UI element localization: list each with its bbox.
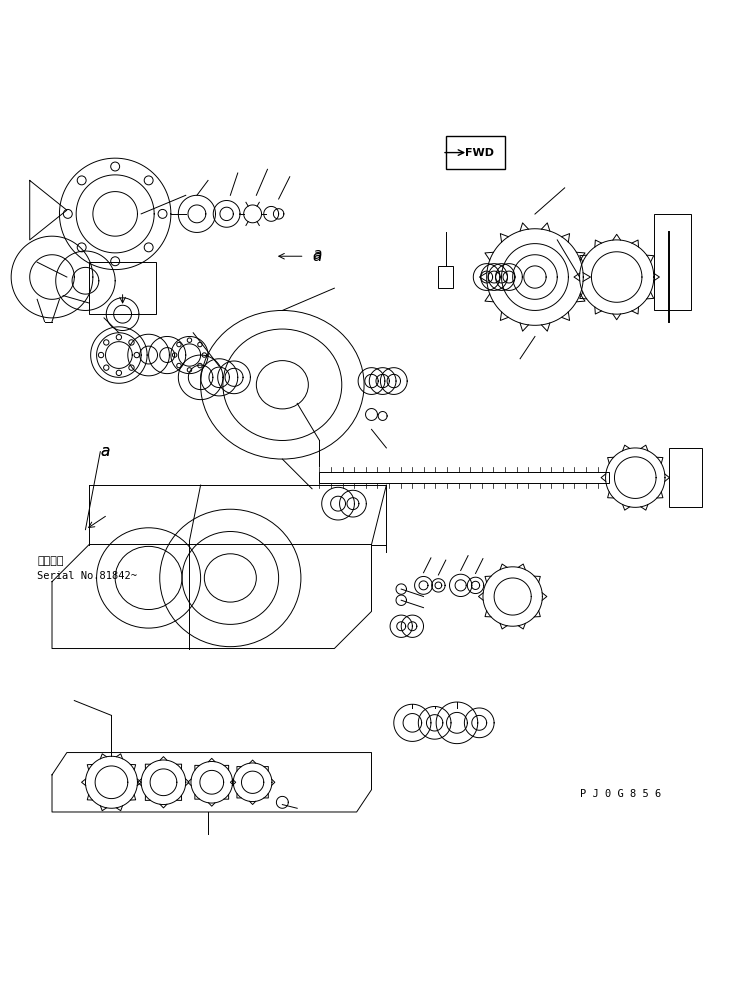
Text: a: a: [100, 444, 110, 459]
Text: FWD: FWD: [464, 148, 494, 158]
Text: 適用号機: 適用号機: [37, 556, 64, 565]
Bar: [319, 472, 609, 484]
Text: Serial No.81842~: Serial No.81842~: [37, 570, 137, 580]
Text: P J 0 G 8 5 6: P J 0 G 8 5 6: [580, 789, 661, 799]
Bar: [446, 136, 505, 169]
Bar: [654, 214, 691, 310]
Text: a: a: [312, 249, 322, 264]
Bar: [438, 266, 453, 289]
Text: a: a: [100, 444, 110, 459]
Bar: [669, 448, 702, 507]
Bar: [89, 262, 156, 314]
Text: a: a: [312, 247, 322, 262]
